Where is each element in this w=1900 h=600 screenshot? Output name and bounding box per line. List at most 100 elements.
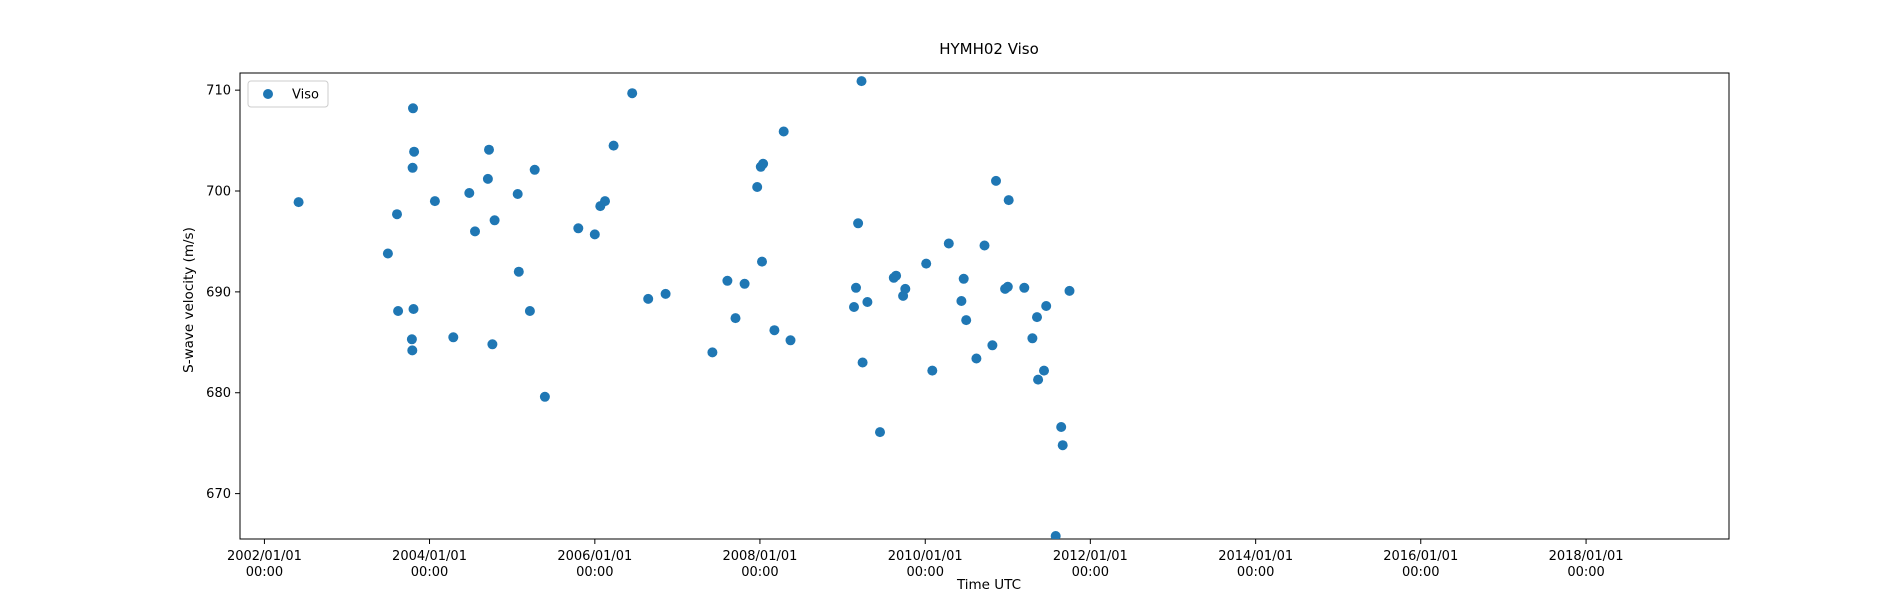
x-tick-sublabel: 00:00 [907, 565, 944, 580]
data-point [943, 238, 954, 249]
data-point [382, 248, 393, 259]
data-point [409, 146, 420, 157]
data-point [958, 273, 969, 284]
data-point [406, 334, 417, 345]
plot-area [239, 72, 1730, 540]
data-point [1056, 422, 1067, 432]
data-point [1032, 312, 1042, 323]
y-tick-label: 690 [206, 285, 231, 300]
data-point [1033, 374, 1044, 385]
x-tick-sublabel: 00:00 [1237, 565, 1274, 580]
data-point [991, 175, 1001, 186]
data-point [643, 293, 654, 304]
x-tick-label: 2008/01/01 [722, 549, 797, 564]
data-point [921, 258, 932, 269]
data-point [785, 335, 796, 346]
data-point [956, 296, 967, 306]
x-tick-label: 2006/01/01 [557, 549, 632, 564]
x-tick-sublabel: 00:00 [1072, 565, 1109, 580]
legend: Viso [247, 80, 329, 108]
data-point [448, 332, 459, 343]
data-point [722, 275, 733, 286]
data-point [1039, 365, 1049, 376]
data-point [739, 278, 750, 289]
data-point [293, 197, 304, 208]
data-point [987, 340, 998, 351]
data-point [1064, 285, 1075, 296]
data-point [1050, 531, 1061, 539]
data-point [849, 302, 859, 312]
data-point [862, 297, 873, 307]
data-point [1003, 195, 1014, 206]
data-point [513, 266, 524, 277]
data-point [627, 88, 638, 99]
x-tick-label: 2004/01/01 [392, 549, 467, 564]
data-point [429, 196, 440, 207]
data-point [778, 126, 789, 137]
y-axis-label: S-wave velocity (m/s) [181, 227, 197, 373]
data-point [392, 209, 402, 220]
data-point [875, 427, 885, 438]
data-point [573, 223, 584, 234]
series-viso [293, 76, 1075, 539]
x-tick-label: 2018/01/01 [1549, 549, 1624, 564]
y-tick-label: 670 [206, 487, 231, 502]
data-point [539, 391, 550, 402]
data-point [407, 345, 418, 356]
legend-marker [263, 89, 273, 99]
data-point [752, 182, 763, 192]
x-tick-label: 2014/01/01 [1218, 549, 1293, 564]
x-tick-sublabel: 00:00 [1402, 565, 1439, 580]
data-point [857, 357, 868, 368]
data-point [512, 189, 523, 199]
data-point [1041, 301, 1052, 311]
data-point [707, 347, 718, 358]
data-point [1002, 281, 1013, 292]
data-point [730, 313, 741, 324]
data-point [769, 325, 780, 336]
data-point [600, 196, 610, 207]
legend-box [247, 80, 329, 108]
x-tick-sublabel: 00:00 [411, 565, 448, 580]
data-point [408, 103, 418, 114]
x-axis-label: Time UTC [956, 577, 1021, 593]
x-tick-label: 2012/01/01 [1053, 549, 1128, 564]
x-tick-label: 2016/01/01 [1383, 549, 1458, 564]
chart-title: HYMH02 Viso [939, 40, 1039, 58]
data-point [856, 76, 867, 87]
data-point [408, 304, 419, 314]
data-point [470, 226, 480, 237]
data-point [393, 306, 404, 316]
data-point [927, 365, 938, 376]
data-point [979, 240, 990, 251]
plot-frame [239, 72, 1730, 540]
data-point [529, 164, 540, 175]
legend-label: Viso [292, 88, 319, 103]
data-point [482, 173, 493, 184]
data-point [1057, 440, 1068, 451]
x-axis: 2002/01/0100:002004/01/0100:002006/01/01… [227, 539, 1624, 580]
data-point [758, 158, 769, 169]
data-point [608, 140, 619, 151]
data-point [489, 215, 500, 226]
x-tick-label: 2010/01/01 [888, 549, 963, 564]
data-point [961, 315, 972, 326]
data-point [524, 306, 535, 316]
data-point [900, 283, 911, 294]
x-tick-sublabel: 00:00 [246, 565, 283, 580]
data-point [484, 144, 494, 155]
x-tick-sublabel: 00:00 [741, 565, 778, 580]
y-axis: 670 680 690 700 710 [206, 84, 240, 502]
x-tick-sublabel: 00:00 [1567, 565, 1604, 580]
data-point [660, 288, 671, 299]
data-point [407, 162, 418, 173]
y-tick-label: 680 [206, 386, 231, 401]
data-point [464, 188, 475, 198]
y-tick-label: 710 [206, 84, 231, 99]
x-tick-sublabel: 00:00 [576, 565, 613, 580]
data-point [589, 229, 600, 240]
data-point [851, 282, 861, 293]
data-point [757, 256, 767, 267]
data-point [1019, 282, 1030, 293]
